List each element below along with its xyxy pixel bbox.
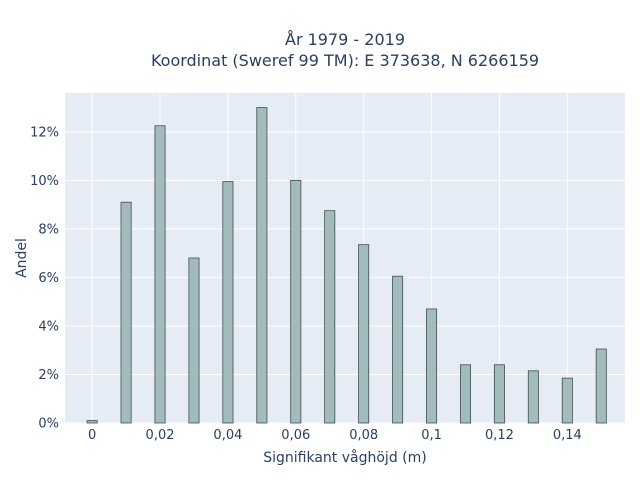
x-tick-label: 0,08 — [349, 428, 378, 443]
bar — [561, 377, 573, 424]
bar — [595, 348, 607, 424]
bar — [459, 364, 471, 424]
y-axis-title: Andel — [14, 238, 30, 278]
x-tick-label: 0,06 — [281, 428, 310, 443]
bar — [324, 210, 336, 424]
x-tick-label: 0,14 — [553, 428, 582, 443]
bar — [256, 107, 268, 424]
x-tick-label: 0,1 — [421, 428, 442, 443]
x-axis-ticks: 0 0,02 0,04 0,06 0,08 0,1 0,12 0,14 — [88, 428, 582, 443]
bar — [188, 257, 200, 424]
bar — [493, 364, 505, 424]
bar — [426, 308, 438, 424]
y-tick-label: 2% — [38, 368, 59, 383]
bar — [527, 370, 539, 424]
bar — [86, 420, 98, 424]
bars — [86, 107, 607, 424]
y-axis-ticks: 0% 2% 4% 6% 8% 10% 12% — [30, 125, 59, 431]
bar — [358, 244, 370, 424]
bar — [154, 125, 166, 424]
bar — [392, 275, 404, 424]
y-tick-label: 10% — [30, 174, 59, 189]
x-tick-label: 0 — [88, 428, 96, 443]
chart-title: År 1979 - 2019 — [285, 30, 405, 49]
y-tick-label: 4% — [38, 319, 59, 334]
chart-subtitle: Koordinat (Sweref 99 TM): E 373638, N 62… — [151, 51, 539, 70]
y-tick-label: 6% — [38, 271, 59, 286]
bar — [222, 181, 234, 424]
bar — [120, 201, 132, 424]
y-tick-label: 12% — [30, 125, 59, 140]
x-tick-label: 0,04 — [213, 428, 242, 443]
x-tick-label: 0,02 — [146, 428, 175, 443]
bar — [290, 179, 302, 424]
y-tick-label: 0% — [38, 417, 59, 432]
y-tick-label: 8% — [38, 222, 59, 237]
plot-area — [65, 93, 625, 423]
x-tick-label: 0,12 — [485, 428, 514, 443]
x-axis-title: Signifikant våghöjd (m) — [263, 449, 426, 466]
